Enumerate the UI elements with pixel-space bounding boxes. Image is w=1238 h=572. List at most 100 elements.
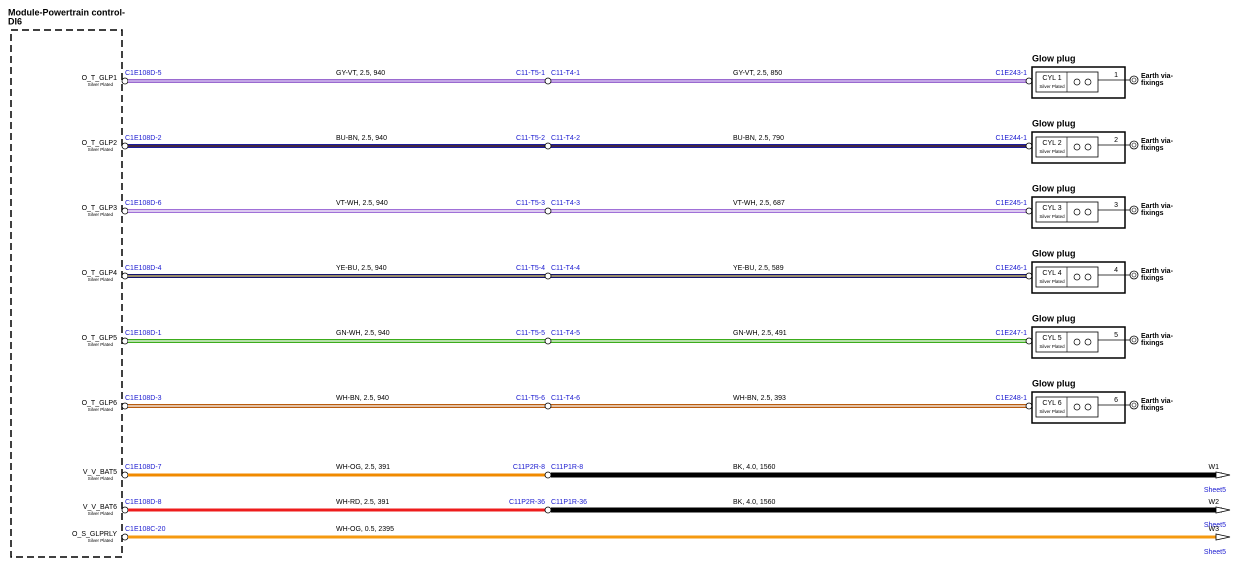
pin-plating: Silver Plated (88, 212, 114, 217)
connector-node (544, 337, 552, 345)
pin-plating: Silver Plated (88, 476, 114, 481)
connector-node (1025, 207, 1033, 215)
pin-label: O_S_GLPRLY (72, 531, 117, 538)
connector-node (121, 533, 129, 541)
earth-ring-inner (1131, 77, 1137, 83)
connector-node (1025, 337, 1033, 345)
earth-label: Earth via- (1141, 398, 1174, 405)
device-pin: 5 (1114, 332, 1118, 339)
sheet-ref: W2 (1209, 499, 1220, 506)
module-outline (10, 29, 123, 558)
connector-label: C1E108D-1 (125, 330, 162, 337)
connector-node (1025, 272, 1033, 280)
pin-plating: Silver Plated (88, 538, 114, 543)
wire-label: BU-BN, 2.5, 790 (733, 135, 784, 142)
connector-node (544, 77, 552, 85)
device-title: Glow plug (1032, 183, 1076, 193)
connector-label: C11-T4-4 (551, 265, 580, 272)
connector-node (121, 207, 129, 215)
wire-label: VT-WH, 2.5, 940 (336, 200, 388, 207)
pin-plating: Silver Plated (88, 277, 114, 282)
connector-label: C11P1R-36 (551, 499, 587, 506)
connector-node (121, 77, 129, 85)
connector-label: C11P1R-8 (551, 464, 583, 471)
pin-label: V_V_BAT6 (83, 504, 117, 511)
device-plating: Silver Plated (1039, 84, 1065, 89)
connector-label: C11-T4-1 (551, 70, 580, 77)
earth-label: Earth via- (1141, 73, 1174, 80)
earth-label: fixings (1141, 210, 1164, 217)
device-plating: Silver Plated (1039, 409, 1065, 414)
device-cyl: CYL 5 (1042, 335, 1061, 342)
connector-node (544, 207, 552, 215)
connector-label: C11-T5-1 (516, 70, 545, 77)
pin-label: O_T_GLP3 (82, 205, 118, 212)
wire-label: BU-BN, 2.5, 940 (336, 135, 387, 142)
wire-label: BK, 4.0, 1560 (733, 464, 776, 471)
connector-label: C1E247-1 (995, 330, 1027, 337)
earth-label: fixings (1141, 405, 1164, 412)
earth-ring (1129, 75, 1139, 85)
sheet-link[interactable]: Sheet5 (1204, 522, 1226, 529)
pin-label: O_T_GLP4 (82, 270, 118, 277)
device-cyl: CYL 2 (1042, 140, 1061, 147)
module-title: Module-Powertrain control- (8, 7, 125, 17)
connector-label: C11-T5-2 (516, 135, 545, 142)
pin-plating: Silver Plated (88, 342, 114, 347)
sheet-ref: W3 (1209, 526, 1220, 533)
earth-ring (1129, 270, 1139, 280)
connector-label: C11-T4-5 (551, 330, 580, 337)
connector-label: C1E108D-6 (125, 200, 162, 207)
device-cyl: CYL 6 (1042, 400, 1061, 407)
connector-label: C11-T4-3 (551, 200, 580, 207)
earth-label: Earth via- (1141, 333, 1174, 340)
device-plating: Silver Plated (1039, 344, 1065, 349)
device-contact (1084, 338, 1092, 346)
earth-ring-inner (1131, 402, 1137, 408)
connector-node (544, 272, 552, 280)
connector-label: C1E244-1 (995, 135, 1027, 142)
connector-node (121, 337, 129, 345)
connector-label: C11-T5-6 (516, 395, 545, 402)
connector-node (1025, 77, 1033, 85)
pin-label: O_T_GLP5 (82, 335, 118, 342)
pin-label: V_V_BAT5 (83, 469, 117, 476)
connector-label: C11-T4-6 (551, 395, 580, 402)
wire-label: BK, 4.0, 1560 (733, 499, 776, 506)
connector-label: C1E248-1 (995, 395, 1027, 402)
pin-label: O_T_GLP1 (82, 75, 118, 82)
connector-label: C1E245-1 (995, 200, 1027, 207)
connector-label: C1E108D-5 (125, 70, 162, 77)
earth-ring (1129, 335, 1139, 345)
earth-ring (1129, 400, 1139, 410)
wire-label: WH-BN, 2.5, 940 (336, 395, 389, 402)
connector-label: C1E243-1 (995, 70, 1027, 77)
device-contact (1073, 273, 1081, 281)
connector-label: C11P2R-36 (509, 499, 545, 506)
earth-label: fixings (1141, 275, 1164, 282)
pin-label: O_T_GLP6 (82, 400, 118, 407)
device-cyl: CYL 4 (1042, 270, 1061, 277)
earth-label: Earth via- (1141, 268, 1174, 275)
connector-node (121, 506, 129, 514)
earth-ring-inner (1131, 272, 1137, 278)
connector-label: C1E108C-20 (125, 526, 166, 533)
connector-label: C1E108D-7 (125, 464, 162, 471)
connector-node (544, 402, 552, 410)
sheet-link[interactable]: Sheet5 (1204, 549, 1226, 556)
device-contact (1073, 143, 1081, 151)
pin-plating: Silver Plated (88, 407, 114, 412)
device-contact (1084, 273, 1092, 281)
sheet-arrow (1215, 533, 1231, 541)
wire-label: GY-VT, 2.5, 850 (733, 70, 782, 77)
connector-node (1025, 402, 1033, 410)
earth-label: Earth via- (1141, 138, 1174, 145)
connector-label: C1E246-1 (995, 265, 1027, 272)
connector-label: C11P2R-8 (513, 464, 545, 471)
connector-node (121, 402, 129, 410)
device-title: Glow plug (1032, 248, 1076, 258)
sheet-link[interactable]: Sheet5 (1204, 487, 1226, 494)
wire-label: YE-BU, 2.5, 940 (336, 265, 387, 272)
